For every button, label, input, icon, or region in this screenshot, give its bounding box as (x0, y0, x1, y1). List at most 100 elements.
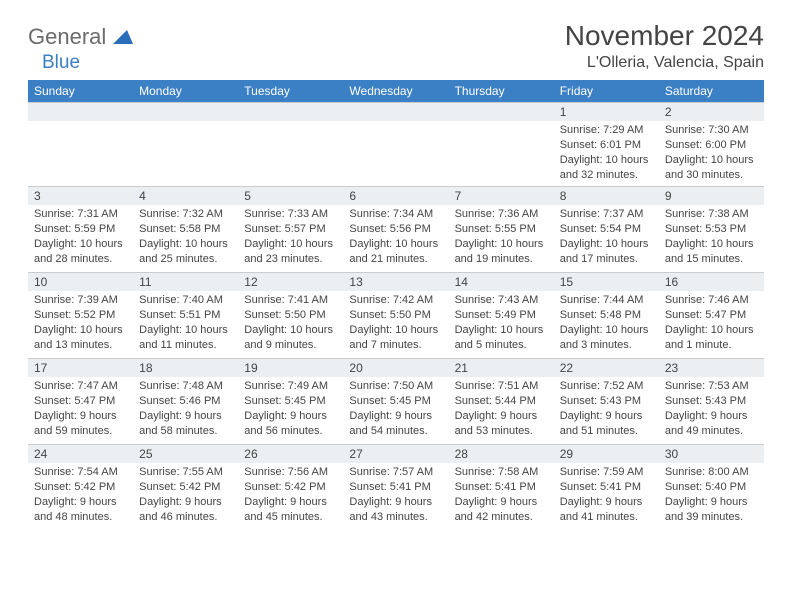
sunrise: Sunrise: 7:48 AM (139, 379, 232, 394)
daylight: Daylight: 10 hours and 30 minutes. (665, 153, 758, 183)
logo-general: General (28, 24, 106, 49)
day-number: 19 (238, 359, 343, 377)
sunset: Sunset: 5:51 PM (139, 308, 232, 323)
daylight: Daylight: 10 hours and 5 minutes. (455, 323, 548, 353)
sunrise: Sunrise: 7:32 AM (139, 207, 232, 222)
sunrise: Sunrise: 7:39 AM (34, 293, 127, 308)
day-cell: 14Sunrise: 7:43 AMSunset: 5:49 PMDayligh… (449, 273, 554, 359)
sunrise: Sunrise: 7:37 AM (560, 207, 653, 222)
day-info: Sunrise: 7:44 AMSunset: 5:48 PMDaylight:… (554, 291, 659, 356)
sunset: Sunset: 5:43 PM (560, 394, 653, 409)
sunset: Sunset: 5:53 PM (665, 222, 758, 237)
sunrise: Sunrise: 7:29 AM (560, 123, 653, 138)
day-number: 23 (659, 359, 764, 377)
day-number: 16 (659, 273, 764, 291)
daylight: Daylight: 10 hours and 13 minutes. (34, 323, 127, 353)
day-number: 5 (238, 187, 343, 205)
daylight: Daylight: 9 hours and 51 minutes. (560, 409, 653, 439)
day-cell: 24Sunrise: 7:54 AMSunset: 5:42 PMDayligh… (28, 445, 133, 531)
day-number: 4 (133, 187, 238, 205)
day-cell: 9Sunrise: 7:38 AMSunset: 5:53 PMDaylight… (659, 187, 764, 273)
daylight: Daylight: 10 hours and 15 minutes. (665, 237, 758, 267)
day-number: 14 (449, 273, 554, 291)
day-cell: 2Sunrise: 7:30 AMSunset: 6:00 PMDaylight… (659, 103, 764, 187)
col-sunday: Sunday (28, 80, 133, 103)
daylight: Daylight: 10 hours and 21 minutes. (349, 237, 442, 267)
daylight: Daylight: 9 hours and 45 minutes. (244, 495, 337, 525)
daylight: Daylight: 10 hours and 28 minutes. (34, 237, 127, 267)
day-cell: 30Sunrise: 8:00 AMSunset: 5:40 PMDayligh… (659, 445, 764, 531)
day-cell: 13Sunrise: 7:42 AMSunset: 5:50 PMDayligh… (343, 273, 448, 359)
sunrise: Sunrise: 7:49 AM (244, 379, 337, 394)
daylight: Daylight: 10 hours and 9 minutes. (244, 323, 337, 353)
sunrise: Sunrise: 7:34 AM (349, 207, 442, 222)
sunset: Sunset: 5:56 PM (349, 222, 442, 237)
sunset: Sunset: 5:41 PM (560, 480, 653, 495)
day-cell: 22Sunrise: 7:52 AMSunset: 5:43 PMDayligh… (554, 359, 659, 445)
day-number: 30 (659, 445, 764, 463)
sunrise: Sunrise: 7:30 AM (665, 123, 758, 138)
day-info: Sunrise: 7:53 AMSunset: 5:43 PMDaylight:… (659, 377, 764, 442)
day-info: Sunrise: 7:42 AMSunset: 5:50 PMDaylight:… (343, 291, 448, 356)
day-cell: 5Sunrise: 7:33 AMSunset: 5:57 PMDaylight… (238, 187, 343, 273)
day-info: Sunrise: 7:34 AMSunset: 5:56 PMDaylight:… (343, 205, 448, 270)
day-number: 27 (343, 445, 448, 463)
sunset: Sunset: 5:41 PM (455, 480, 548, 495)
sunrise: Sunrise: 7:58 AM (455, 465, 548, 480)
day-cell: 28Sunrise: 7:58 AMSunset: 5:41 PMDayligh… (449, 445, 554, 531)
logo-arrow-icon (113, 30, 133, 49)
sunset: Sunset: 5:44 PM (455, 394, 548, 409)
day-cell (28, 103, 133, 187)
day-info: Sunrise: 7:47 AMSunset: 5:47 PMDaylight:… (28, 377, 133, 442)
day-cell: 1Sunrise: 7:29 AMSunset: 6:01 PMDaylight… (554, 103, 659, 187)
sunset: Sunset: 5:50 PM (349, 308, 442, 323)
day-cell: 17Sunrise: 7:47 AMSunset: 5:47 PMDayligh… (28, 359, 133, 445)
sunrise: Sunrise: 7:47 AM (34, 379, 127, 394)
day-info: Sunrise: 7:46 AMSunset: 5:47 PMDaylight:… (659, 291, 764, 356)
daylight: Daylight: 9 hours and 53 minutes. (455, 409, 548, 439)
day-number: 12 (238, 273, 343, 291)
sunrise: Sunrise: 7:43 AM (455, 293, 548, 308)
sunset: Sunset: 5:45 PM (244, 394, 337, 409)
daylight: Daylight: 10 hours and 25 minutes. (139, 237, 232, 267)
day-number: 7 (449, 187, 554, 205)
day-info: Sunrise: 7:38 AMSunset: 5:53 PMDaylight:… (659, 205, 764, 270)
col-friday: Friday (554, 80, 659, 103)
day-number (133, 103, 238, 121)
sunset: Sunset: 5:46 PM (139, 394, 232, 409)
day-number: 15 (554, 273, 659, 291)
sunrise: Sunrise: 7:54 AM (34, 465, 127, 480)
day-cell: 16Sunrise: 7:46 AMSunset: 5:47 PMDayligh… (659, 273, 764, 359)
day-info: Sunrise: 7:37 AMSunset: 5:54 PMDaylight:… (554, 205, 659, 270)
day-cell: 25Sunrise: 7:55 AMSunset: 5:42 PMDayligh… (133, 445, 238, 531)
day-cell: 18Sunrise: 7:48 AMSunset: 5:46 PMDayligh… (133, 359, 238, 445)
daylight: Daylight: 9 hours and 42 minutes. (455, 495, 548, 525)
daylight: Daylight: 9 hours and 59 minutes. (34, 409, 127, 439)
daylight: Daylight: 10 hours and 32 minutes. (560, 153, 653, 183)
sunrise: Sunrise: 7:56 AM (244, 465, 337, 480)
day-cell: 11Sunrise: 7:40 AMSunset: 5:51 PMDayligh… (133, 273, 238, 359)
day-number: 21 (449, 359, 554, 377)
day-info: Sunrise: 7:39 AMSunset: 5:52 PMDaylight:… (28, 291, 133, 356)
day-cell: 15Sunrise: 7:44 AMSunset: 5:48 PMDayligh… (554, 273, 659, 359)
day-info: Sunrise: 7:29 AMSunset: 6:01 PMDaylight:… (554, 121, 659, 186)
day-info: Sunrise: 7:50 AMSunset: 5:45 PMDaylight:… (343, 377, 448, 442)
day-info: Sunrise: 7:43 AMSunset: 5:49 PMDaylight:… (449, 291, 554, 356)
week-row: 17Sunrise: 7:47 AMSunset: 5:47 PMDayligh… (28, 359, 764, 445)
daylight: Daylight: 10 hours and 23 minutes. (244, 237, 337, 267)
sunrise: Sunrise: 7:59 AM (560, 465, 653, 480)
col-thursday: Thursday (449, 80, 554, 103)
calendar-table: Sunday Monday Tuesday Wednesday Thursday… (28, 80, 764, 531)
sunset: Sunset: 5:42 PM (244, 480, 337, 495)
day-number: 25 (133, 445, 238, 463)
day-info: Sunrise: 7:33 AMSunset: 5:57 PMDaylight:… (238, 205, 343, 270)
daylight: Daylight: 10 hours and 19 minutes. (455, 237, 548, 267)
sunset: Sunset: 6:01 PM (560, 138, 653, 153)
day-number (449, 103, 554, 121)
sunset: Sunset: 5:52 PM (34, 308, 127, 323)
day-number (238, 103, 343, 121)
header: General Blue November 2024 L'Olleria, Va… (28, 20, 764, 72)
day-cell: 10Sunrise: 7:39 AMSunset: 5:52 PMDayligh… (28, 273, 133, 359)
sunrise: Sunrise: 7:38 AM (665, 207, 758, 222)
day-cell: 7Sunrise: 7:36 AMSunset: 5:55 PMDaylight… (449, 187, 554, 273)
